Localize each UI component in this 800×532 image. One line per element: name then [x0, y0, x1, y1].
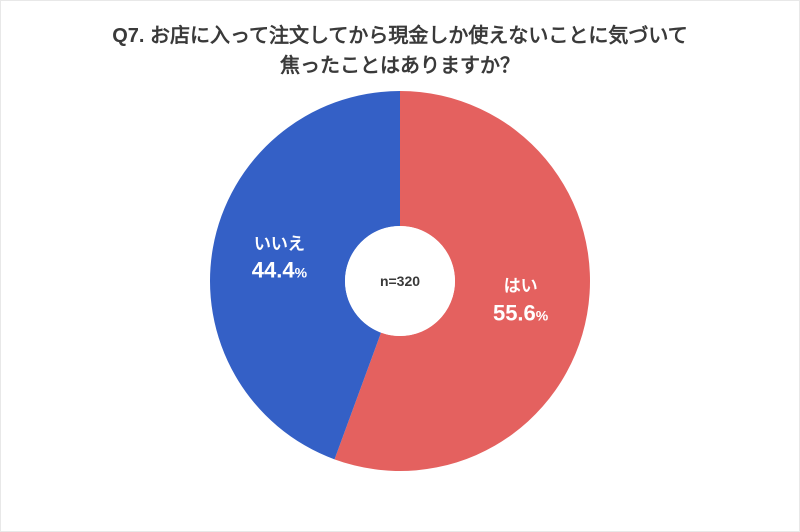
slice-label: はい55.6% — [493, 276, 548, 329]
chart-title: Q7. お店に入って注文してから現金しか使えないことに気づいて 焦ったことはあり… — [1, 1, 799, 81]
title-line-1: Q7. お店に入って注文してから現金しか使えないことに気づいて — [112, 25, 688, 47]
title-line-2: 焦ったことはありますか？ — [280, 55, 520, 77]
sample-size-label: n=320 — [380, 273, 420, 289]
slice-label: いいえ44.4% — [252, 233, 307, 286]
donut-chart: n=320 はい55.6% いいえ44.4% — [1, 89, 799, 473]
